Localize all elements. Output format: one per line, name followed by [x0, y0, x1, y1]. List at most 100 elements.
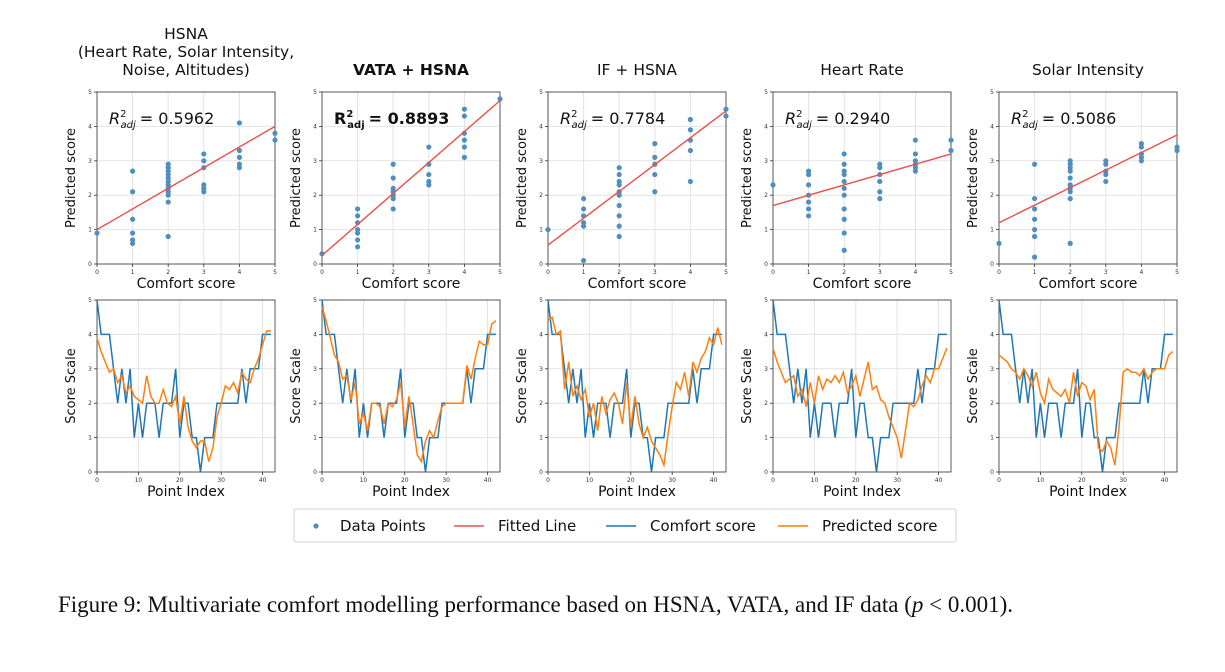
data-point-3-22 [877, 178, 883, 185]
series-ytick-label-4-1: 1 [990, 435, 994, 442]
scatter-xtick-label-1-5: 5 [498, 269, 502, 276]
scatter-xlabel-1: Comfort score [362, 276, 461, 292]
data-point-4-15 [1067, 189, 1073, 195]
data-point-2-13 [616, 202, 622, 209]
series-xtick-label-3-3: 30 [893, 477, 901, 484]
data-point-2-14 [616, 213, 622, 219]
scatter-ylabel-1: Predicted score [289, 128, 304, 228]
data-point-0-29 [236, 165, 242, 171]
data-point-3-12 [841, 178, 847, 185]
data-point-3-13 [841, 185, 847, 191]
predicted-score-line-1 [321, 306, 497, 464]
series-xtick-label-0-4: 40 [259, 477, 267, 484]
legend-label-2: Comfort score [650, 517, 756, 535]
scatter-xtick-label-2-2: 2 [617, 269, 621, 276]
scatter-xtick-label-0-0: 0 [95, 269, 99, 276]
series-ytick-label-3-1: 1 [764, 435, 768, 442]
series-ytick-label-0-5: 5 [88, 297, 92, 304]
scatter-xtick-label-4-1: 1 [1033, 269, 1037, 276]
series-ytick-label-3-4: 4 [764, 331, 768, 338]
scatter-xlabel-0: Comfort score [137, 276, 236, 292]
series-ytick-label-4-3: 3 [990, 366, 994, 373]
series-plot-4: 0 10 20 30 40 0 1 2 3 4 5 Point Index Score Scale [966, 297, 1178, 500]
series-xtick-label-1-2: 20 [401, 477, 409, 484]
scatter-xtick-label-4-3: 3 [1104, 269, 1108, 276]
data-point-0-18 [165, 192, 171, 198]
data-point-0-2 [130, 189, 136, 195]
scatter-ytick-label-0-0: 0 [88, 261, 92, 268]
r2-annotation-3: R2 adj = 0.2940 [785, 109, 890, 131]
series-frame-4 [998, 299, 1178, 473]
legend-marker-0 [313, 523, 319, 529]
series-xtick-label-2-1: 10 [586, 477, 594, 484]
data-point-1-5 [355, 230, 361, 236]
data-point-2-25 [687, 147, 694, 154]
series-xtick-label-0-0: 0 [95, 477, 99, 484]
data-point-2-10 [616, 182, 622, 188]
data-point-0-19 [201, 151, 207, 157]
data-point-0-4 [130, 230, 136, 236]
scatter-frame-1 [321, 91, 501, 265]
data-point-3-9 [841, 161, 847, 167]
scatter-xtick-label-2-1: 1 [582, 269, 586, 276]
scatter-ytick-label-1-0: 0 [313, 261, 317, 268]
data-point-4-12 [1067, 175, 1073, 181]
series-ytick-label-3-0: 0 [764, 469, 768, 476]
data-point-4-21 [1103, 171, 1109, 178]
data-point-1-9 [390, 175, 396, 181]
scatter-ytick-label-4-4: 4 [990, 123, 994, 130]
data-point-1-2 [355, 213, 361, 219]
data-point-2-27 [723, 106, 729, 112]
data-point-1-7 [355, 244, 361, 250]
data-point-1-19 [426, 182, 432, 188]
data-point-2-7 [616, 165, 622, 171]
data-point-3-24 [877, 196, 883, 202]
data-point-2-26 [687, 178, 694, 185]
legend-label-1: Fitted Line [498, 517, 576, 535]
panel-3: Heart Rate 0 1 2 3 4 5 0 1 2 3 4 5 Comfort score Predi… [740, 61, 954, 500]
data-point-3-2 [806, 171, 812, 178]
series-ytick-label-1-4: 4 [313, 331, 317, 338]
fitted-line-2 [547, 110, 727, 246]
data-point-2-21 [652, 189, 658, 195]
data-point-3-5 [806, 199, 812, 205]
data-point-3-18 [841, 247, 847, 253]
data-point-3-6 [806, 206, 812, 212]
scatter-plot-1: 0 1 2 3 4 5 0 1 2 3 4 5 Comfort score Predicted score… [289, 89, 503, 292]
scatter-xtick-label-0-1: 1 [131, 269, 135, 276]
data-point-2-18 [652, 154, 658, 160]
scatter-xtick-label-2-0: 0 [546, 269, 550, 276]
scatter-xtick-label-3-3: 3 [878, 269, 882, 276]
scatter-plot-0: 0 1 2 3 4 5 0 1 2 3 4 5 Comfort score Predicted score… [64, 89, 278, 292]
comfort-score-line-0 [96, 299, 271, 473]
panel-4: Solar Intensity 0 1 2 3 4 5 0 1 2 3 4 5 Comfort score… [966, 61, 1180, 500]
r2-annotation-1: R2 adj = 0.8893 [334, 109, 449, 131]
data-point-0-27 [236, 154, 242, 160]
data-point-0-24 [201, 189, 207, 195]
scatter-ytick-label-2-0: 0 [539, 261, 543, 268]
fitted-line-0 [96, 125, 276, 231]
data-point-4-27 [1138, 158, 1144, 164]
data-point-2-1 [581, 196, 587, 202]
data-point-2-2 [581, 206, 587, 212]
caption-prefix: Figure 9: Multivariate comfort modelling… [58, 592, 912, 617]
data-point-3-11 [841, 171, 847, 178]
series-xtick-label-0-1: 10 [135, 477, 143, 484]
series-ytick-label-3-5: 5 [764, 297, 768, 304]
scatter-xtick-label-1-3: 3 [427, 269, 431, 276]
scatter-ytick-label-3-5: 5 [764, 89, 768, 96]
scatter-ytick-label-3-3: 3 [764, 158, 768, 165]
series-xtick-label-1-4: 40 [484, 477, 492, 484]
scatter-ytick-label-0-5: 5 [88, 89, 92, 96]
scatter-ytick-label-3-0: 0 [764, 261, 768, 268]
series-xlabel-0: Point Index [147, 484, 225, 500]
series-ytick-label-3-3: 3 [764, 366, 768, 373]
data-point-4-24 [1138, 144, 1144, 150]
scatter-ytick-label-2-3: 3 [539, 158, 543, 165]
data-point-4-6 [1032, 233, 1038, 240]
data-point-4-7 [1032, 254, 1038, 260]
series-frame-3 [772, 299, 952, 473]
series-xtick-label-4-4: 40 [1161, 477, 1169, 484]
series-ytick-label-2-3: 3 [539, 366, 543, 373]
series-frame-2 [547, 299, 727, 473]
